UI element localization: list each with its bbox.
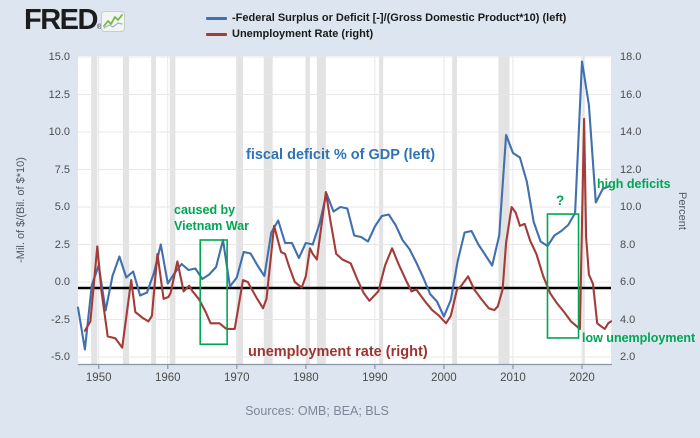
sources-note: Sources: OMB; BEA; BLS (245, 404, 389, 418)
legend-item-deficit[interactable]: -Federal Surplus or Deficit [-]/(Gross D… (232, 12, 567, 24)
x-axis-tick-label: 1990 (362, 372, 388, 384)
x-axis-tick-label: 1970 (223, 372, 250, 384)
right-axis-tick-label: 16.0 (620, 88, 642, 101)
right-axis-tick-label: 10.0 (620, 201, 642, 213)
annotation-fiscal-deficit: fiscal deficit % of GDP (left) (246, 147, 436, 163)
left-axis-tick-label: 10.0 (48, 126, 70, 138)
left-axis-tick-label: 12.5 (48, 88, 70, 101)
left-axis-title: -Mil. of $/(Bil. of $*10) (15, 157, 27, 263)
right-axis-tick-label: 6.0 (620, 276, 636, 288)
x-axis-tick-label: 2020 (569, 372, 595, 384)
right-axis-title: Percent (676, 192, 688, 230)
x-axis-tick-label: 1960 (154, 372, 181, 384)
x-axis-tick-label: 1950 (85, 372, 112, 384)
left-axis-tick-label: 15.0 (48, 51, 70, 63)
annotation-high-deficits: high deficits (597, 177, 671, 191)
right-axis-tick-label: 4.0 (620, 313, 636, 326)
left-axis-tick-label: 5.0 (54, 201, 70, 213)
right-axis-tick-label: 12.0 (620, 163, 642, 176)
right-axis-tick-label: 18.0 (620, 51, 642, 63)
annotation-question-mark: ? (556, 193, 565, 208)
fred-logo-chart-icon (101, 11, 125, 32)
annotation-vietnam-war: caused by Vietnam War (174, 203, 250, 233)
left-axis-tick-label: 0.0 (54, 276, 70, 288)
left-axis-tick-label: 2.5 (54, 238, 70, 251)
fred-logo: FRED® (24, 4, 102, 44)
left-axis-tick-label: 7.5 (54, 163, 70, 176)
right-axis-tick-label: 8.0 (620, 238, 636, 251)
fred-logo-text: FRED (24, 4, 98, 36)
legend-item-unemployment[interactable]: Unemployment Rate (right) (232, 28, 374, 40)
right-axis-tick-label: 2.0 (620, 351, 636, 363)
x-axis-tick-label: 2000 (431, 372, 457, 384)
annotation-low-unemployment: low unemployment (582, 331, 696, 345)
x-axis-tick-label: 2010 (500, 372, 526, 384)
registered-mark: ® (96, 24, 103, 31)
annotation-unemployment-rate: unemployment rate (right) (248, 344, 428, 360)
right-axis-tick-label: 14.0 (620, 126, 642, 138)
legend-swatch-deficit-line (206, 17, 227, 20)
left-axis-tick-label: -5.0 (51, 351, 70, 363)
x-axis-tick-label: 1980 (293, 372, 319, 384)
left-axis-tick-label: -2.5 (51, 313, 70, 326)
legend-swatch-unemployment-line (206, 33, 227, 36)
